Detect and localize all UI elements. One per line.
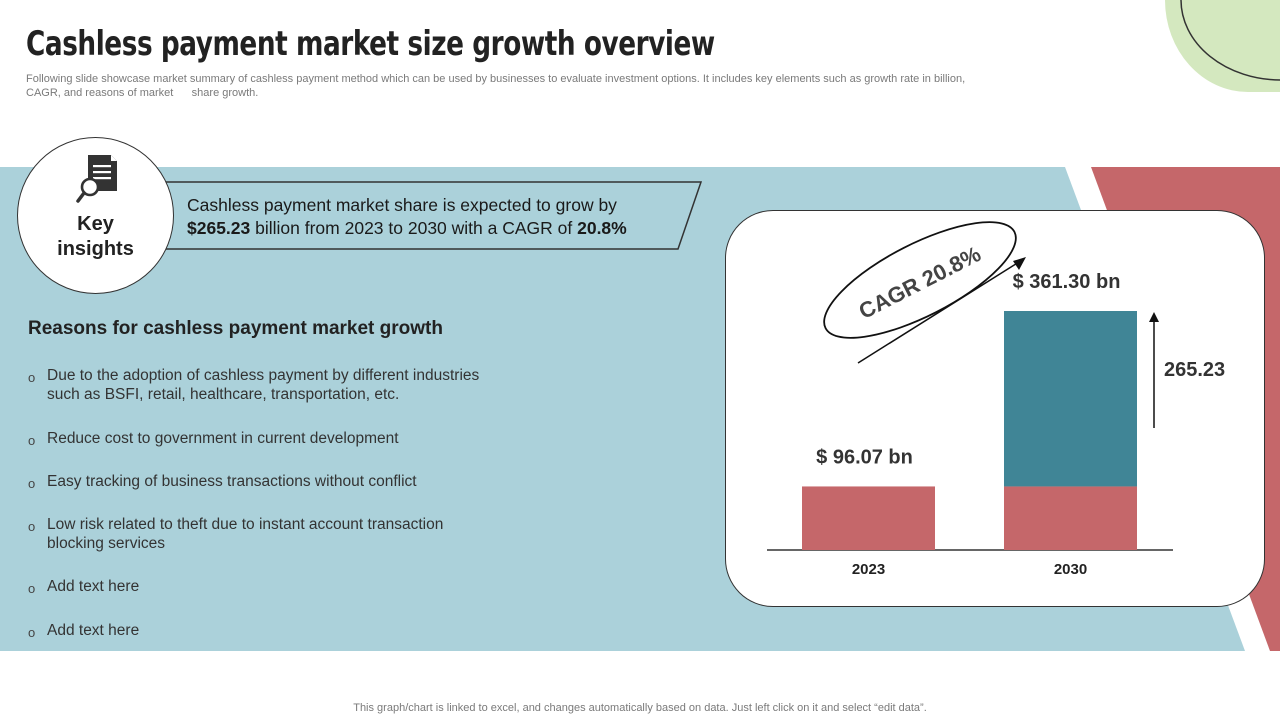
bullet-icon: o <box>28 433 36 448</box>
bullet-icon: o <box>28 476 36 491</box>
key-insights-label-line-2: insights <box>57 238 134 260</box>
reason-text: Low risk related to theft due to instant… <box>47 516 444 552</box>
reason-text: Due to the adoption of cashless payment … <box>47 367 480 403</box>
key-insights-badge: Key insights <box>17 137 174 294</box>
footer-note: This graph/chart is linked to excel, and… <box>353 702 927 714</box>
reason-item: o Reduce cost to government in current d… <box>28 429 498 448</box>
key-insights-label: Key insights <box>18 212 173 262</box>
reason-item: o Add text here <box>28 621 498 640</box>
insight-text-part-1: Cashless payment market share is expecte… <box>187 195 617 215</box>
reason-item: o Due to the adoption of cashless paymen… <box>28 366 498 404</box>
bullet-icon: o <box>28 370 36 385</box>
reason-text: Reduce cost to government in current dev… <box>47 430 399 447</box>
subtitle-line-1: Following slide showcase market summary … <box>26 73 966 85</box>
insight-cagr-value: 20.8% <box>577 218 627 238</box>
document-search-icon <box>76 154 118 209</box>
chart-card <box>725 210 1265 607</box>
reason-item: o Add text here <box>28 577 498 596</box>
blob-outline <box>1180 0 1280 81</box>
bullet-icon: o <box>28 625 36 640</box>
reason-item: o Easy tracking of business transactions… <box>28 472 498 491</box>
insight-growth-value: $265.23 <box>187 218 251 238</box>
reason-text: Add text here <box>47 578 140 595</box>
insight-text: Cashless payment market share is expecte… <box>187 194 687 240</box>
bullet-icon: o <box>28 519 36 534</box>
subtitle-line-2: CAGR, and reasons of market share growth… <box>26 87 259 99</box>
insight-text-part-2: billion from 2023 to 2030 with a CAGR of <box>250 218 578 238</box>
green-blob <box>1165 0 1280 92</box>
page-title: Cashless payment market size growth over… <box>26 24 715 64</box>
bullet-icon: o <box>28 581 36 596</box>
key-insights-label-line-1: Key <box>77 213 114 235</box>
reason-text: Easy tracking of business transactions w… <box>47 473 417 490</box>
page-subtitle: Following slide showcase market summary … <box>26 72 1066 100</box>
reasons-title: Reasons for cashless payment market grow… <box>28 318 443 339</box>
reason-text: Add text here <box>47 622 140 639</box>
reason-item: o Low risk related to theft due to insta… <box>28 515 498 553</box>
